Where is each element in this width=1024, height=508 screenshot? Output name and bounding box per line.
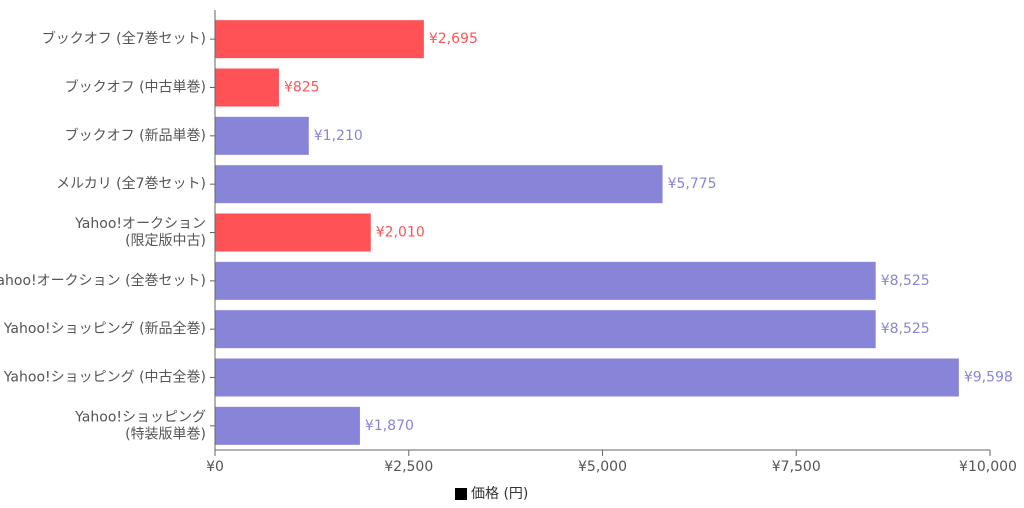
bar-3	[215, 165, 663, 204]
value-label-6: ¥8,525	[881, 321, 930, 337]
category-label-0: ブックオフ (全7巻セット)	[42, 30, 206, 47]
value-label-8: ¥1,870	[365, 418, 414, 434]
x-tick-label-0: ¥0	[206, 459, 224, 475]
category-label-2: ブックオフ (新品単巻)	[65, 127, 206, 144]
x-tick-label-1: ¥2,500	[384, 459, 433, 475]
value-label-1: ¥825	[284, 80, 320, 96]
category-label-3: メルカリ (全7巻セット)	[56, 175, 206, 192]
bar-5	[215, 261, 876, 300]
bar-6	[215, 310, 876, 349]
value-labels-layer: ¥2,695 ¥825 ¥1,210 ¥5,775 ¥2,010 ¥8,525 ¥8,525…	[284, 31, 1013, 434]
category-labels-layer: ブックオフ (全7巻セット) ブックオフ (中古単巻) ブックオフ (新品単巻) メル…	[0, 30, 206, 442]
bar-7	[215, 358, 959, 397]
bar-2	[215, 116, 309, 155]
axes-layer: ¥0 ¥2,500 ¥5,000 ¥7,500 ¥10,000	[206, 10, 1017, 475]
x-tick-label-3: ¥7,500	[772, 459, 821, 475]
category-label-8: Yahoo!ショッピング(特装版単巻)	[74, 409, 206, 442]
legend-swatch	[455, 488, 467, 500]
bar-8	[215, 406, 360, 445]
category-label-5: Yahoo!オークション (全巻セット)	[0, 272, 206, 289]
category-label-4: Yahoo!オークション(限定版中古)	[74, 216, 206, 249]
bar-1	[215, 68, 279, 107]
category-label-6: Yahoo!ショッピング (新品全巻)	[3, 320, 206, 337]
bars-layer	[215, 20, 959, 445]
value-label-3: ¥5,775	[668, 176, 717, 192]
x-tick-label-4: ¥10,000	[959, 459, 1017, 475]
value-label-4: ¥2,010	[376, 225, 425, 241]
legend: 価格 (円)	[455, 486, 528, 502]
value-label-7: ¥9,598	[964, 370, 1013, 386]
value-label-2: ¥1,210	[314, 128, 363, 144]
value-label-0: ¥2,695	[429, 31, 478, 47]
value-label-5: ¥8,525	[881, 273, 930, 289]
category-label-7: Yahoo!ショッピング (中古全巻)	[3, 369, 206, 386]
bar-4	[215, 213, 371, 252]
bar-0	[215, 20, 424, 59]
legend-label: 価格 (円)	[471, 486, 528, 502]
x-tick-label-2: ¥5,000	[578, 459, 627, 475]
category-label-1: ブックオフ (中古単巻)	[65, 79, 206, 96]
